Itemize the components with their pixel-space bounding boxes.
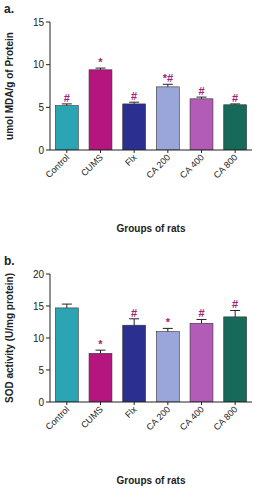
y-tick (46, 22, 50, 23)
error-bar (129, 319, 139, 325)
x-tick-label: Control (44, 152, 72, 180)
error-bar (96, 350, 106, 353)
error-bar (197, 97, 207, 99)
y-tick (46, 64, 50, 65)
x-tick-label: CA 800 (212, 404, 240, 432)
bar (156, 332, 179, 402)
y-tick-label: 0 (38, 397, 44, 408)
y-tick-label: 5 (38, 365, 44, 376)
error-bar (129, 102, 139, 104)
x-tick-label: CUMS (79, 404, 105, 430)
y-axis-label: SOD activity (U/mg protein) (4, 273, 15, 403)
x-tick-label: Flx (123, 404, 139, 420)
significance-label: # (198, 85, 204, 97)
y-tick-label: 0 (38, 145, 44, 156)
significance-label: * (98, 338, 103, 350)
bar (190, 323, 213, 402)
significance-label: *# (163, 72, 173, 84)
x-tick (100, 150, 101, 153)
x-tick-label: CUMS (79, 152, 105, 178)
x-tick-label: Control (44, 404, 72, 432)
x-tick (134, 150, 135, 153)
x-axis (50, 402, 252, 403)
error-bar (62, 304, 72, 308)
y-tick-label: 15 (33, 17, 45, 28)
y-tick (46, 370, 50, 371)
x-tick (100, 402, 101, 405)
x-tick (66, 150, 67, 153)
x-tick (201, 150, 202, 153)
x-tick-label: Flx (123, 152, 139, 168)
significance-label: * (98, 56, 103, 68)
bar (89, 70, 112, 150)
panel-title: a. (4, 2, 14, 16)
y-axis (50, 22, 51, 150)
x-tick-label: CA 400 (178, 404, 206, 432)
error-bar (62, 104, 72, 106)
bar (224, 317, 247, 402)
y-tick (46, 306, 50, 307)
significance-label: # (131, 90, 137, 102)
bar (55, 308, 78, 402)
chart-canvas: a.#*#*###051015ControlCUMSFlxCA 200CA 40… (0, 0, 260, 500)
bar (156, 87, 179, 150)
x-tick (201, 402, 202, 405)
y-tick-label: 5 (38, 102, 44, 113)
panel-title: b. (4, 254, 15, 268)
x-tick-label: CA 200 (144, 152, 172, 180)
bar (224, 105, 247, 150)
y-tick (46, 338, 50, 339)
bar (89, 353, 112, 402)
y-axis-label: umol MDA/g of Protein (4, 32, 15, 140)
x-tick (167, 402, 168, 405)
significance-label: # (232, 298, 238, 310)
x-axis-label: Groups of rats (117, 223, 186, 234)
error-bar (96, 68, 106, 70)
x-axis (50, 150, 252, 151)
y-tick-label: 10 (33, 59, 45, 70)
y-tick-label: 10 (33, 333, 45, 344)
error-bar (230, 310, 240, 316)
x-tick (66, 402, 67, 405)
significance-label: # (232, 92, 238, 104)
x-tick-label: CA 200 (144, 404, 172, 432)
bar (123, 325, 146, 402)
x-tick-label: CA 400 (178, 152, 206, 180)
y-tick (46, 402, 50, 403)
x-tick (134, 402, 135, 405)
significance-label: # (198, 307, 204, 319)
error-bar (163, 84, 173, 87)
significance-label: # (64, 92, 70, 104)
bar (190, 99, 213, 150)
y-tick-label: 15 (33, 301, 45, 312)
x-tick-label: CA 800 (212, 152, 240, 180)
x-tick (167, 150, 168, 153)
y-tick-label: 20 (33, 269, 45, 280)
y-tick (46, 274, 50, 275)
x-tick (235, 150, 236, 153)
y-tick (46, 150, 50, 151)
significance-label: * (166, 316, 171, 328)
significance-label: # (131, 307, 137, 319)
x-tick (235, 402, 236, 405)
bar (123, 104, 146, 150)
x-axis-label: Groups of rats (117, 475, 186, 486)
error-bar (197, 319, 207, 323)
bar (55, 106, 78, 150)
error-bar (163, 328, 173, 331)
plot-area (55, 68, 246, 150)
y-tick (46, 107, 50, 108)
plot-area (55, 304, 246, 402)
